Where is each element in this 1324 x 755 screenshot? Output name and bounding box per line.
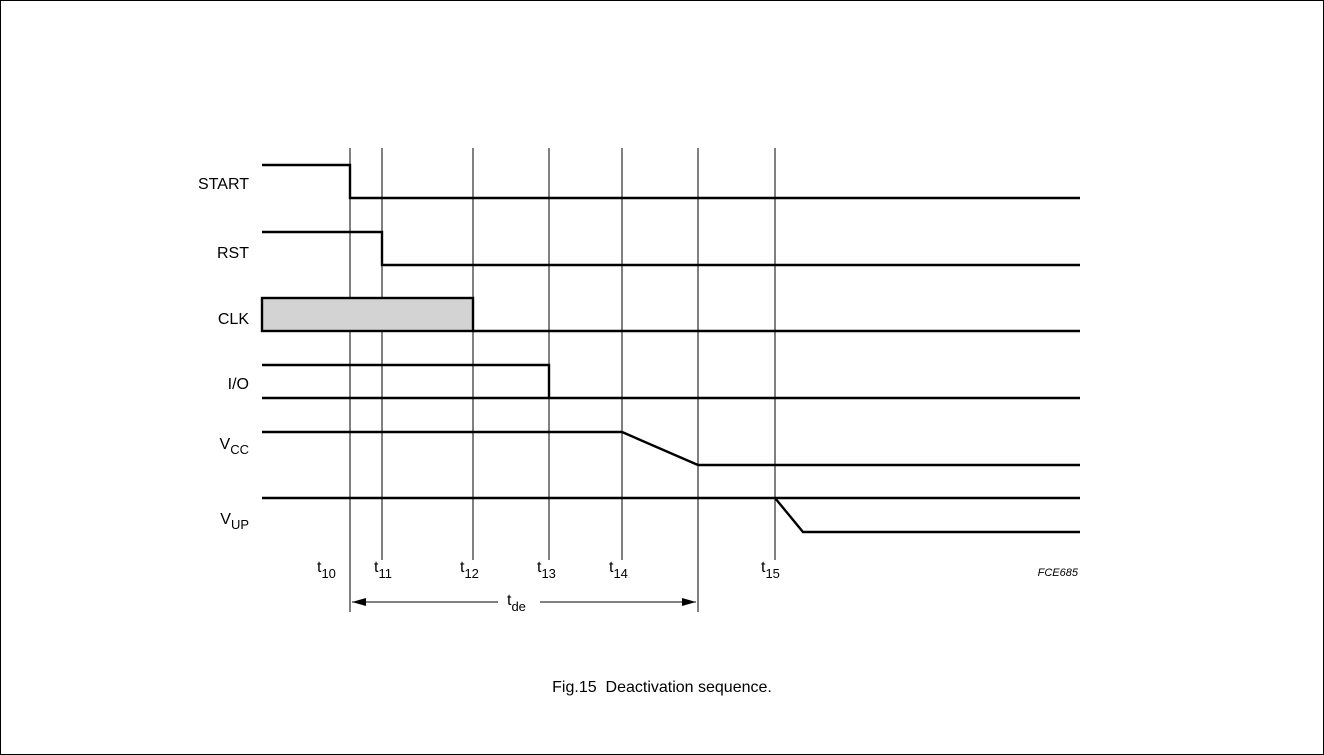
- signal-label-clk: CLK: [218, 311, 249, 328]
- vup-waveform-falling: [774, 497, 1080, 534]
- tde-arrow-right-icon: [682, 598, 696, 606]
- signal-label-io: I/O: [228, 376, 249, 393]
- time-label-t11: t11: [374, 559, 392, 581]
- waveforms: [260, 163, 1080, 534]
- io-waveform-high: [262, 363, 551, 398]
- time-marker-labels: t10 t11 t12 t13 t14 t15: [317, 559, 780, 581]
- signal-label-vup: VUP: [220, 511, 249, 532]
- time-label-t12: t12: [460, 559, 479, 581]
- signal-label-vcc: VCC: [220, 436, 249, 457]
- figure-code: FCE685: [1038, 567, 1079, 579]
- rst-waveform: [262, 230, 1080, 267]
- start-waveform: [262, 163, 1080, 200]
- time-label-t14: t14: [609, 559, 628, 581]
- clk-active-region: [260, 296, 475, 333]
- figure-caption: Fig.15 Deactivation sequence.: [552, 679, 772, 696]
- guide-lines: [349, 148, 776, 612]
- signal-label-start: START: [198, 176, 249, 193]
- tde-arrow-left-icon: [352, 598, 366, 606]
- tde-label: tde: [507, 592, 526, 614]
- signal-label-rst: RST: [217, 245, 249, 262]
- signal-labels: START RST CLK I/O VCC VUP: [198, 176, 249, 532]
- tde-dimension: tde: [352, 592, 696, 614]
- time-label-t15: t15: [761, 559, 780, 581]
- time-label-t10: t10: [317, 559, 336, 581]
- vcc-waveform: [262, 430, 1080, 467]
- time-label-t13: t13: [537, 559, 556, 581]
